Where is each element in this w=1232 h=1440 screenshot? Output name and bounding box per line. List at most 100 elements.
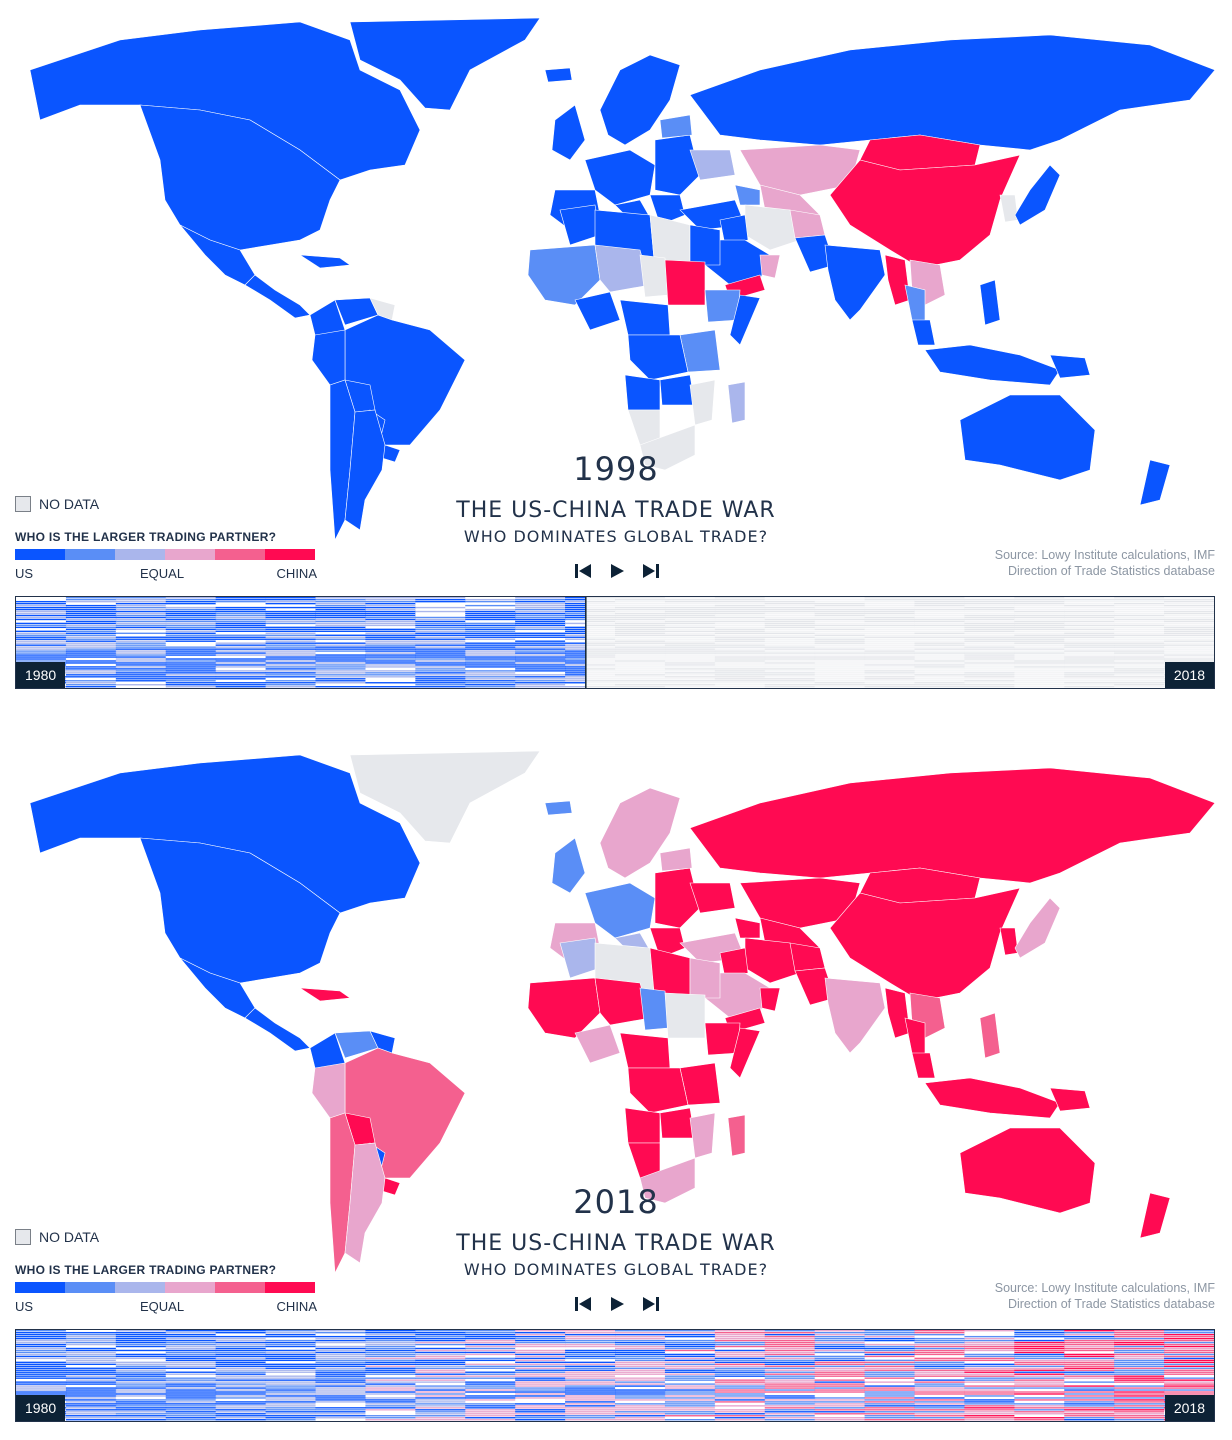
- region-china[interactable]: [829, 887, 1021, 1002]
- region-nigeria[interactable]: [574, 1024, 621, 1064]
- region-india[interactable]: [824, 977, 886, 1054]
- skip-back-icon[interactable]: [572, 560, 594, 582]
- region-central-africa[interactable]: [619, 299, 671, 336]
- region-morocco[interactable]: [559, 204, 601, 246]
- region-scandinavia[interactable]: [599, 54, 681, 146]
- region-thailand[interactable]: [904, 1017, 926, 1059]
- region-philippines[interactable]: [979, 1012, 1001, 1059]
- region-egypt[interactable]: [689, 224, 721, 266]
- region-argentina[interactable]: [344, 409, 386, 531]
- timeline-stripes[interactable]: [16, 597, 1214, 688]
- region-congo[interactable]: [627, 1067, 689, 1114]
- world-map[interactable]: [0, 0, 1232, 560]
- region-afghanistan[interactable]: [789, 942, 826, 972]
- region-zambia[interactable]: [659, 1107, 696, 1139]
- skip-forward-icon[interactable]: [640, 1293, 662, 1315]
- region-mali-niger[interactable]: [594, 977, 651, 1026]
- region-caribbean[interactable]: [299, 254, 351, 269]
- region-oman[interactable]: [759, 254, 781, 279]
- region-indonesia[interactable]: [924, 1077, 1061, 1119]
- region-caribbean[interactable]: [299, 987, 351, 1002]
- region-nigeria[interactable]: [574, 291, 621, 331]
- timeline-scrubber[interactable]: [15, 596, 1215, 689]
- region-new-zealand[interactable]: [1139, 1192, 1171, 1239]
- region-egypt[interactable]: [689, 957, 721, 999]
- region-usa[interactable]: [139, 837, 341, 984]
- region-somalia[interactable]: [729, 1027, 761, 1079]
- region-chad[interactable]: [639, 254, 669, 298]
- region-argentina[interactable]: [344, 1142, 386, 1264]
- region-iceland[interactable]: [544, 67, 573, 83]
- region-iceland[interactable]: [544, 800, 573, 816]
- region-japan[interactable]: [1014, 897, 1061, 959]
- region-iraq[interactable]: [719, 947, 749, 979]
- region-oman[interactable]: [759, 987, 781, 1012]
- region-mozambique[interactable]: [689, 1112, 716, 1159]
- region-myanmar[interactable]: [884, 987, 911, 1039]
- play-icon[interactable]: [606, 560, 628, 582]
- region-ukraine[interactable]: [689, 149, 736, 181]
- world-map[interactable]: [0, 733, 1232, 1293]
- region-eastern-europe[interactable]: [654, 134, 701, 196]
- region-thailand[interactable]: [904, 284, 926, 326]
- skip-back-icon[interactable]: [572, 1293, 594, 1315]
- region-morocco[interactable]: [559, 937, 601, 979]
- region-philippines[interactable]: [979, 279, 1001, 326]
- timeline-scrubber[interactable]: [15, 1329, 1215, 1422]
- region-somalia[interactable]: [729, 294, 761, 346]
- region-angola[interactable]: [624, 374, 661, 411]
- region-west-africa[interactable]: [527, 244, 601, 306]
- region-indonesia[interactable]: [924, 344, 1061, 386]
- region-zambia[interactable]: [659, 374, 696, 406]
- play-icon[interactable]: [606, 1293, 628, 1315]
- region-australia[interactable]: [959, 394, 1096, 481]
- region-madagascar[interactable]: [727, 1114, 746, 1157]
- region-korea[interactable]: [999, 927, 1019, 956]
- region-greenland[interactable]: [349, 17, 541, 111]
- region-congo[interactable]: [627, 334, 689, 381]
- region-central-africa[interactable]: [619, 1032, 671, 1069]
- region-caucasus[interactable]: [734, 184, 761, 206]
- region-baltics[interactable]: [659, 114, 693, 139]
- region-ukraine[interactable]: [689, 882, 736, 914]
- region-peru[interactable]: [311, 1062, 346, 1119]
- region-australia[interactable]: [959, 1127, 1096, 1214]
- region-russia[interactable]: [689, 767, 1216, 884]
- timeline-stripes[interactable]: [16, 1330, 1214, 1421]
- region-chad[interactable]: [639, 987, 669, 1031]
- region-greenland[interactable]: [349, 750, 541, 844]
- region-usa[interactable]: [139, 104, 341, 251]
- region-eastern-europe[interactable]: [654, 867, 701, 929]
- region-canada[interactable]: [29, 754, 421, 914]
- region-iraq[interactable]: [719, 214, 749, 246]
- region-russia[interactable]: [689, 34, 1216, 151]
- region-malaysia[interactable]: [911, 1052, 936, 1079]
- region-japan[interactable]: [1014, 164, 1061, 226]
- region-mozambique[interactable]: [689, 379, 716, 426]
- region-sudan[interactable]: [664, 259, 706, 306]
- region-sudan[interactable]: [664, 992, 706, 1039]
- region-baltics[interactable]: [659, 847, 693, 872]
- region-peru[interactable]: [311, 329, 346, 386]
- region-west-africa[interactable]: [527, 977, 601, 1039]
- region-png[interactable]: [1049, 354, 1091, 379]
- region-central-america[interactable]: [244, 1007, 311, 1052]
- timeline-cursor[interactable]: [585, 597, 587, 688]
- region-myanmar[interactable]: [884, 254, 911, 306]
- region-india[interactable]: [824, 244, 886, 321]
- region-canada[interactable]: [29, 21, 421, 181]
- region-png[interactable]: [1049, 1087, 1091, 1112]
- region-uk-ireland[interactable]: [551, 837, 586, 894]
- region-madagascar[interactable]: [727, 381, 746, 424]
- region-new-zealand[interactable]: [1139, 459, 1171, 506]
- region-south-africa[interactable]: [639, 1157, 696, 1204]
- region-caucasus[interactable]: [734, 917, 761, 939]
- region-central-america[interactable]: [244, 274, 311, 319]
- region-uk-ireland[interactable]: [551, 104, 586, 161]
- region-malaysia[interactable]: [911, 319, 936, 346]
- skip-forward-icon[interactable]: [640, 560, 662, 582]
- region-china[interactable]: [829, 154, 1021, 269]
- region-korea[interactable]: [999, 194, 1019, 223]
- region-afghanistan[interactable]: [789, 209, 826, 239]
- region-angola[interactable]: [624, 1107, 661, 1144]
